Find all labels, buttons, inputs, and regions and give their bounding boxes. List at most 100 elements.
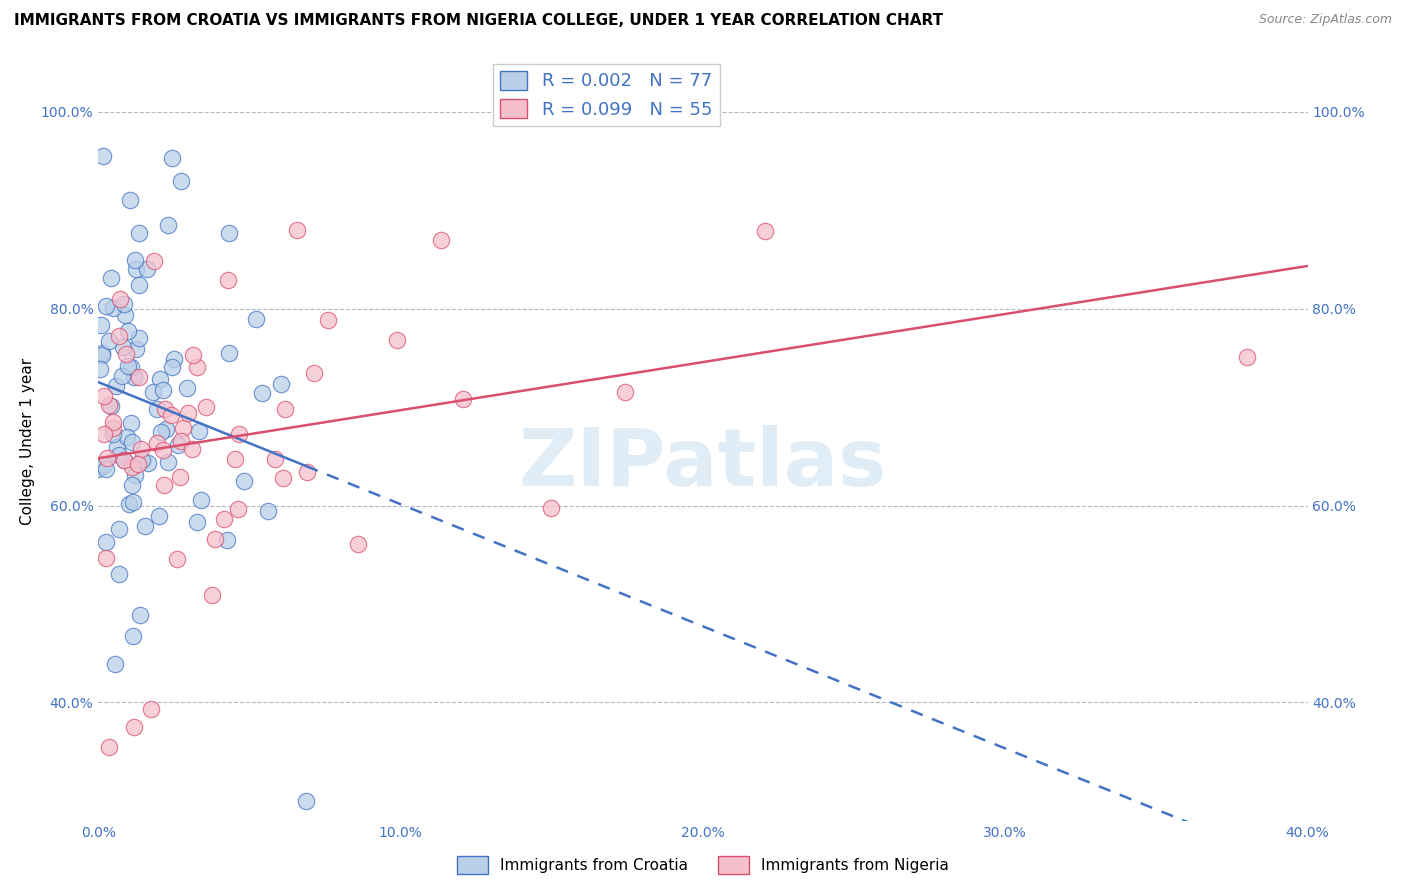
Point — [156, 455, 179, 469]
Point — [98, 398, 121, 412]
Point — [160, 408, 183, 422]
Point — [115, 347, 138, 361]
Point — [204, 533, 226, 547]
Point — [217, 533, 239, 547]
Point — [94, 462, 117, 476]
Point — [152, 442, 174, 457]
Point — [212, 512, 235, 526]
Point — [125, 261, 148, 276]
Point — [297, 465, 319, 479]
Point — [163, 352, 186, 367]
Point — [186, 515, 208, 529]
Point — [176, 381, 198, 395]
Point — [152, 383, 174, 397]
Point — [117, 324, 139, 338]
Point — [105, 379, 128, 393]
Point — [218, 346, 240, 360]
Point — [451, 392, 474, 407]
Point — [120, 416, 142, 430]
Point — [103, 415, 125, 429]
Point — [217, 273, 239, 287]
Point — [201, 588, 224, 602]
Point — [93, 389, 115, 403]
Point — [160, 151, 183, 165]
Point — [166, 551, 188, 566]
Point — [104, 657, 127, 671]
Point — [181, 349, 204, 363]
Point — [121, 477, 143, 491]
Point — [96, 299, 118, 313]
Point — [108, 292, 131, 306]
Point — [613, 385, 636, 400]
Point — [91, 348, 114, 362]
Point — [264, 451, 287, 466]
Point — [87, 462, 110, 476]
Point — [138, 456, 160, 470]
Point — [167, 437, 190, 451]
Point — [124, 467, 146, 482]
Point — [112, 340, 135, 354]
Point — [149, 372, 172, 386]
Point — [103, 421, 125, 435]
Point — [346, 536, 368, 550]
Point — [181, 442, 204, 457]
Point — [107, 566, 129, 581]
Point — [224, 451, 246, 466]
Point — [90, 318, 112, 333]
Point — [121, 459, 143, 474]
Point — [146, 435, 169, 450]
Point — [136, 261, 159, 276]
Point — [285, 223, 308, 237]
Text: ZIPatlas: ZIPatlas — [519, 425, 887, 503]
Point — [117, 430, 139, 444]
Point — [172, 420, 194, 434]
Point — [250, 386, 273, 401]
Point — [128, 330, 150, 344]
Point — [117, 359, 139, 374]
Point — [274, 401, 297, 416]
Point — [134, 518, 156, 533]
Point — [177, 406, 200, 420]
Point — [97, 739, 120, 754]
Point — [112, 452, 135, 467]
Point — [128, 278, 150, 293]
Legend: Immigrants from Croatia, Immigrants from Nigeria: Immigrants from Croatia, Immigrants from… — [451, 850, 955, 880]
Point — [153, 402, 176, 417]
Point — [121, 435, 143, 450]
Point — [114, 308, 136, 322]
Point — [540, 500, 562, 515]
Point — [129, 607, 152, 622]
Point — [127, 457, 149, 471]
Point — [105, 440, 128, 454]
Point — [430, 233, 453, 247]
Point — [118, 194, 141, 208]
Point — [169, 434, 191, 448]
Point — [121, 629, 143, 643]
Point — [169, 469, 191, 483]
Point — [91, 346, 114, 360]
Point — [218, 226, 240, 240]
Point — [118, 497, 141, 511]
Point — [754, 224, 776, 238]
Point — [228, 501, 250, 516]
Point — [120, 359, 142, 374]
Point — [111, 369, 134, 384]
Point — [122, 720, 145, 734]
Point — [194, 400, 217, 414]
Point — [125, 342, 148, 356]
Point — [128, 370, 150, 384]
Point — [273, 471, 295, 485]
Text: Source: ZipAtlas.com: Source: ZipAtlas.com — [1258, 13, 1392, 27]
Point — [160, 360, 183, 375]
Point — [96, 534, 118, 549]
Text: IMMIGRANTS FROM CROATIA VS IMMIGRANTS FROM NIGERIA COLLEGE, UNDER 1 YEAR CORRELA: IMMIGRANTS FROM CROATIA VS IMMIGRANTS FR… — [14, 13, 943, 29]
Point — [122, 495, 145, 509]
Point — [187, 424, 209, 438]
Point — [93, 427, 115, 442]
Point — [129, 442, 152, 456]
Point — [94, 551, 117, 566]
Point — [149, 425, 172, 439]
Point — [190, 492, 212, 507]
Point — [245, 312, 267, 326]
Point — [91, 149, 114, 163]
